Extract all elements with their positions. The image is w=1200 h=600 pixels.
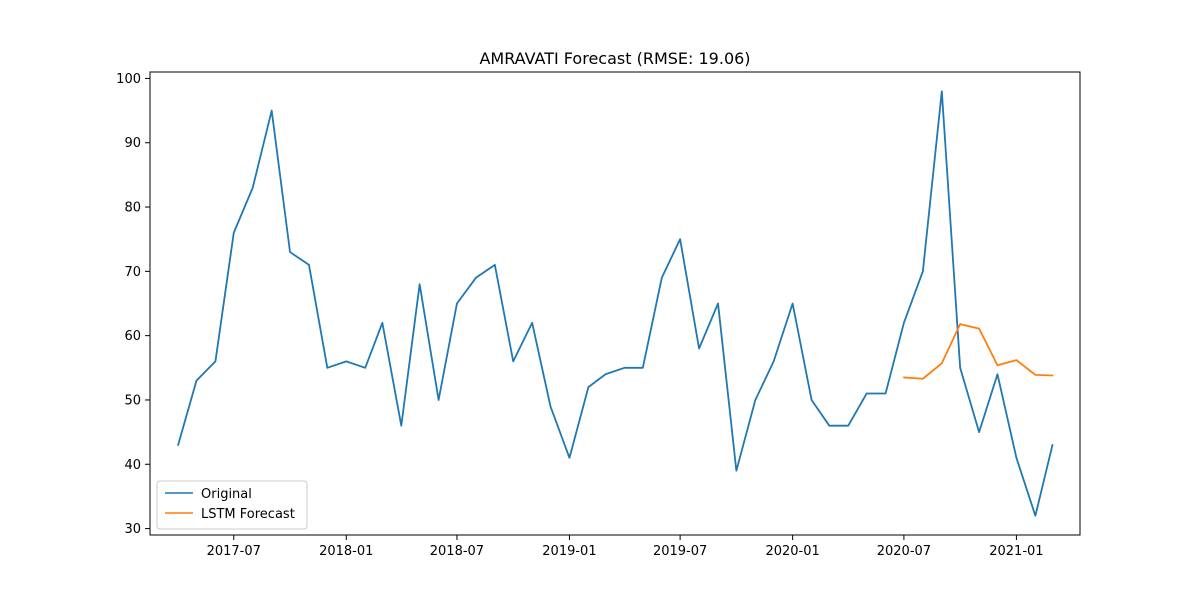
legend-original-label: Original — [201, 487, 252, 502]
y-tick-label: 40 — [124, 458, 141, 473]
legend-box — [156, 480, 308, 530]
x-tick-label: 2019-01 — [542, 544, 596, 559]
plot-frame — [149, 71, 1081, 536]
legend: Original LSTM Forecast — [156, 480, 308, 530]
x-tick-label: 2019-07 — [653, 544, 707, 559]
y-tick-label: 80 — [124, 201, 141, 216]
x-axis: 2017-07 2018-01 2018-07 2019-01 2019-07 2020-… — [207, 535, 1044, 559]
series-line-lstm-forecast — [903, 323, 1054, 380]
chart-title: AMRAVATI Forecast (RMSE: 19.06) — [479, 49, 750, 68]
y-tick-label: 50 — [124, 393, 141, 408]
y-axis: 30 40 50 60 70 80 90 100 — [116, 72, 150, 537]
x-tick-label: 2020-07 — [877, 544, 931, 559]
y-tick-label: 70 — [124, 265, 141, 280]
y-tick-label: 60 — [124, 329, 141, 344]
x-tick-label: 2017-07 — [207, 544, 261, 559]
series-layer — [177, 90, 1054, 517]
x-tick-label: 2020-01 — [765, 544, 819, 559]
x-tick-label: 2018-01 — [319, 544, 373, 559]
y-tick-label: 100 — [116, 72, 141, 87]
y-tick-label: 90 — [124, 136, 141, 151]
series-line-original — [177, 90, 1054, 517]
x-tick-label: 2021-01 — [989, 544, 1043, 559]
y-tick-label: 30 — [124, 522, 141, 537]
legend-forecast-label: LSTM Forecast — [201, 507, 295, 522]
x-tick-label: 2018-07 — [430, 544, 484, 559]
